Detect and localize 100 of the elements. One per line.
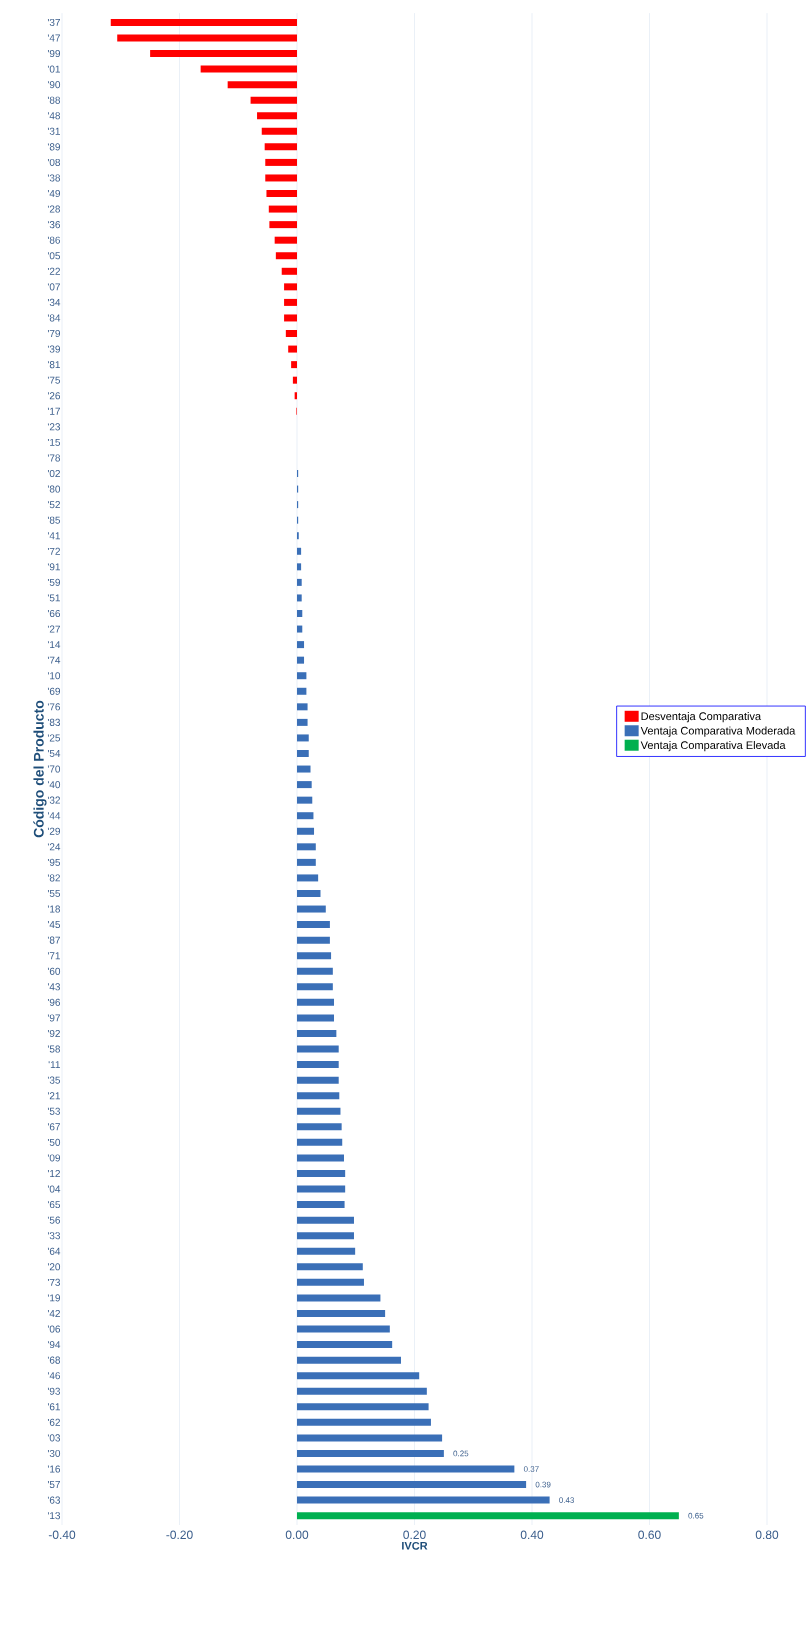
bar: [296, 1403, 429, 1411]
y-tick-label: '49: [47, 189, 60, 198]
bar: [296, 1154, 344, 1162]
y-tick-label: '43: [47, 983, 61, 991]
y-tick-label: '12: [47, 1169, 60, 1177]
y-tick-label: '45: [47, 921, 61, 929]
y-tick-label: '25: [47, 734, 61, 742]
y-tick-label: '03: [47, 1434, 61, 1442]
bar: [296, 687, 307, 695]
bar: [296, 905, 326, 913]
y-tick-label: '99: [47, 49, 60, 58]
y-tick-label: '39: [47, 345, 60, 353]
y-tick-label: '81: [47, 361, 60, 369]
legend-label: Ventaja Comparativa Elevada: [640, 741, 786, 752]
legend-label: Desventaja Comparativa: [641, 712, 762, 723]
y-tick-label: '76: [47, 703, 61, 711]
x-tick-label: 0.60: [638, 1530, 661, 1540]
y-tick-label: '06: [47, 1325, 61, 1333]
bar: [275, 252, 297, 260]
bar: [296, 843, 316, 851]
y-tick-label: '85: [47, 516, 61, 524]
bar: [296, 672, 307, 680]
y-tick-label: '75: [47, 376, 61, 384]
bar: [281, 267, 297, 275]
bar: [296, 1449, 444, 1457]
y-tick-label: '69: [47, 687, 60, 695]
y-tick-label: '17: [47, 407, 60, 415]
data-label: 0.39: [535, 1481, 551, 1488]
bar: [296, 765, 311, 773]
y-tick-label: '61: [47, 1403, 60, 1411]
y-tick-label: '24: [47, 843, 61, 851]
y-tick-label: '97: [47, 1014, 60, 1022]
y-tick-label: '58: [47, 1045, 61, 1053]
y-tick-label: '21: [47, 1092, 60, 1100]
y-tick-label: '80: [47, 485, 61, 493]
y-tick-label: '83: [47, 718, 61, 726]
bar: [296, 1076, 339, 1084]
bar: [296, 1247, 356, 1255]
y-tick-label: '71: [47, 952, 60, 960]
bar: [296, 734, 309, 742]
y-tick-label: '09: [47, 1154, 60, 1162]
bar: [296, 1496, 550, 1504]
y-axis-title: Código del Producto: [33, 700, 47, 838]
y-tick-label: '89: [47, 143, 60, 151]
bar: [296, 563, 302, 571]
bar: [296, 1341, 393, 1349]
y-tick-label: '54: [47, 750, 61, 757]
y-tick-label: '28: [47, 205, 61, 213]
y-tick-label: '26: [47, 392, 61, 400]
bar: [296, 1263, 363, 1271]
y-tick-label: '44: [47, 812, 61, 820]
data-label: 0.43: [559, 1497, 575, 1503]
y-tick-label: '34: [47, 298, 61, 306]
y-tick-label: '08: [47, 158, 61, 166]
y-tick-label: '52: [47, 501, 60, 509]
y-tick-label: '88: [47, 96, 61, 104]
y-tick-label: '86: [47, 236, 61, 244]
x-tick-label: -0.40: [48, 1530, 76, 1540]
y-tick-label: '14: [47, 641, 61, 649]
bar: [110, 18, 297, 26]
y-tick-label: '92: [47, 1029, 60, 1038]
bar: [117, 34, 297, 42]
y-tick-label: '50: [47, 1138, 61, 1146]
legend-label: Ventaja Comparativa Moderada: [640, 726, 796, 737]
bar: [264, 143, 297, 151]
bar: [296, 1061, 339, 1069]
bar: [296, 1232, 354, 1240]
bar: [296, 952, 332, 960]
y-tick-label: '33: [47, 1232, 61, 1240]
y-tick-label: '63: [47, 1496, 61, 1504]
bar: [296, 1201, 345, 1209]
y-tick-label: '74: [47, 656, 61, 664]
y-tick-label: '53: [47, 1107, 61, 1115]
data-label: 0.65: [688, 1512, 704, 1519]
y-tick-label: '95: [47, 858, 61, 866]
y-tick-label: '82: [47, 874, 60, 882]
bar: [296, 1278, 364, 1286]
y-tick-label: '70: [47, 765, 61, 773]
bar: [296, 983, 333, 991]
y-tick-label: '55: [47, 889, 61, 897]
y-tick-label: '32: [47, 796, 60, 804]
y-tick-label: '64: [47, 1247, 61, 1255]
y-tick-label: '37: [47, 18, 60, 26]
bar: [292, 376, 297, 384]
y-tick-label: '35: [47, 1076, 61, 1084]
y-tick-label: '11: [48, 1061, 60, 1069]
y-tick-label: '23: [47, 423, 61, 431]
y-tick-label: '59: [47, 578, 60, 586]
bar: [296, 625, 303, 633]
y-tick-label: '40: [47, 781, 61, 789]
bar: [296, 1014, 335, 1022]
bar: [200, 65, 297, 73]
bar: [296, 1029, 337, 1037]
bar: [265, 174, 297, 182]
bar: [250, 96, 297, 104]
bar: [265, 158, 297, 166]
bar: [150, 50, 297, 58]
y-tick-label: '84: [47, 314, 61, 322]
bar: [296, 1294, 381, 1302]
bar: [296, 1169, 346, 1177]
